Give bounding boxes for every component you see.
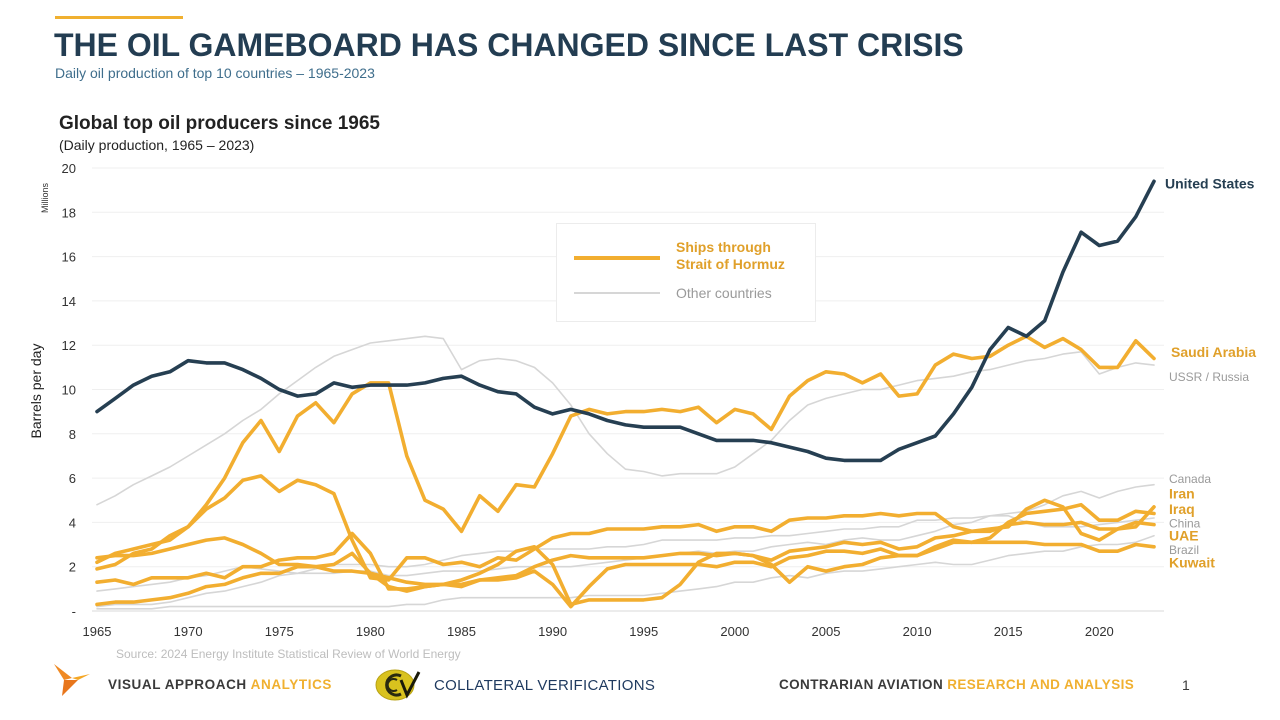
footer-brand-contrarian-dark: CONTRARIAN AVIATION — [779, 677, 948, 692]
x-tick-label: 1995 — [629, 624, 658, 639]
legend-label-hormuz: Ships through Strait of Hormuz — [676, 239, 785, 273]
collateral-verifications-logo-icon — [375, 669, 421, 701]
footer-brand-visual-approach-dark: VISUAL APPROACH — [108, 677, 251, 692]
series-united-states — [95, 179, 1156, 463]
series-line-ussr-russia — [96, 335, 1155, 506]
y-axis-ticks: - 2 4 6 8 10 12 14 16 18 20 — [62, 161, 76, 619]
y-tick-label: 10 — [62, 383, 76, 398]
footer-brand-visual-approach-accent: ANALYTICS — [250, 677, 333, 692]
y-tick-label: 14 — [62, 294, 76, 309]
page-number: 1 — [1182, 677, 1190, 693]
visual-approach-logo-icon — [54, 664, 90, 696]
series-line-united-states — [95, 179, 1156, 463]
source-note: Source: 2024 Energy Institute Statistica… — [116, 647, 461, 661]
x-tick-label: 1965 — [83, 624, 112, 639]
footer-brand-contrarian-aviation: CONTRARIAN AVIATION RESEARCH AND ANALYSI… — [779, 677, 1134, 692]
legend-swatch-other — [574, 292, 660, 294]
x-tick-label: 2005 — [812, 624, 841, 639]
series-line-canada — [96, 483, 1155, 592]
x-tick-label: 1975 — [265, 624, 294, 639]
end-label-iraq: Iraq — [1169, 501, 1195, 517]
x-tick-label: 1990 — [538, 624, 567, 639]
legend-label-hormuz-line2: Strait of Hormuz — [676, 256, 785, 272]
x-tick-label: 2015 — [994, 624, 1023, 639]
legend-label-hormuz-line1: Ships through — [676, 239, 771, 255]
x-tick-label: 2000 — [720, 624, 749, 639]
y-tick-label: 12 — [62, 338, 76, 353]
y-axis-unit: Millions — [40, 182, 50, 213]
footer-brand-visual-approach: VISUAL APPROACH ANALYTICS — [108, 677, 332, 692]
end-label-kuwait: Kuwait — [1169, 554, 1215, 570]
legend-swatch-hormuz — [574, 256, 660, 260]
series-line-uae — [95, 520, 1156, 607]
series-hormuz-countries — [95, 334, 1156, 609]
chart-subtitle: (Daily production, 1965 – 2023) — [59, 137, 255, 153]
y-tick-label: 4 — [69, 515, 76, 530]
end-label-ussr-russia: USSR / Russia — [1169, 370, 1249, 384]
series-line-saudi-arabia — [95, 334, 1156, 565]
end-label-united-states: United States — [1165, 176, 1255, 192]
series-line-kuwait — [95, 536, 1156, 609]
y-tick-label: 18 — [62, 205, 76, 220]
x-axis-ticks: 1965 1970 1975 1980 1985 1990 1995 2000 2005 2010… — [83, 624, 1114, 639]
page-title: THE OIL GAMEBOARD HAS CHANGED SINCE LAST… — [54, 27, 964, 63]
end-label-uae: UAE — [1169, 528, 1199, 544]
page-subtitle: Daily oil production of top 10 countries… — [55, 65, 375, 81]
x-tick-label: 2020 — [1085, 624, 1114, 639]
end-label-iran: Iran — [1169, 486, 1195, 502]
end-label-canada: Canada — [1169, 472, 1211, 486]
x-tick-label: 1970 — [174, 624, 203, 639]
y-tick-label: 6 — [69, 471, 76, 486]
end-label-saudi-arabia: Saudi Arabia — [1171, 344, 1256, 360]
legend-label-other: Other countries — [676, 285, 772, 301]
y-axis-label: Barrels per day — [28, 344, 44, 439]
footer-brand-collateral-verifications: COLLATERAL VERIFICATIONS — [434, 677, 656, 694]
y-tick-label: - — [72, 604, 76, 619]
x-tick-label: 2010 — [903, 624, 932, 639]
y-tick-label: 8 — [69, 427, 76, 442]
x-tick-label: 1980 — [356, 624, 385, 639]
y-tick-label: 2 — [69, 560, 76, 575]
chart-title: Global top oil producers since 1965 — [59, 113, 380, 134]
title-accent-bar — [55, 16, 183, 19]
x-tick-label: 1985 — [447, 624, 476, 639]
y-tick-label: 20 — [62, 161, 76, 176]
footer-brand-contrarian-accent: RESEARCH AND ANALYSIS — [947, 677, 1135, 692]
series-end-labels: United States Saudi Arabia USSR / Russia Ca… — [1165, 176, 1256, 571]
end-label-brazil: Brazil — [1169, 543, 1199, 557]
series-line-brazil — [96, 534, 1155, 610]
series-line-iraq — [95, 502, 1156, 607]
series-line-china — [96, 514, 1155, 608]
chart-legend: Ships through Strait of Hormuz Other cou… — [556, 223, 816, 322]
y-tick-label: 16 — [62, 250, 76, 265]
end-label-china: China — [1169, 516, 1201, 530]
